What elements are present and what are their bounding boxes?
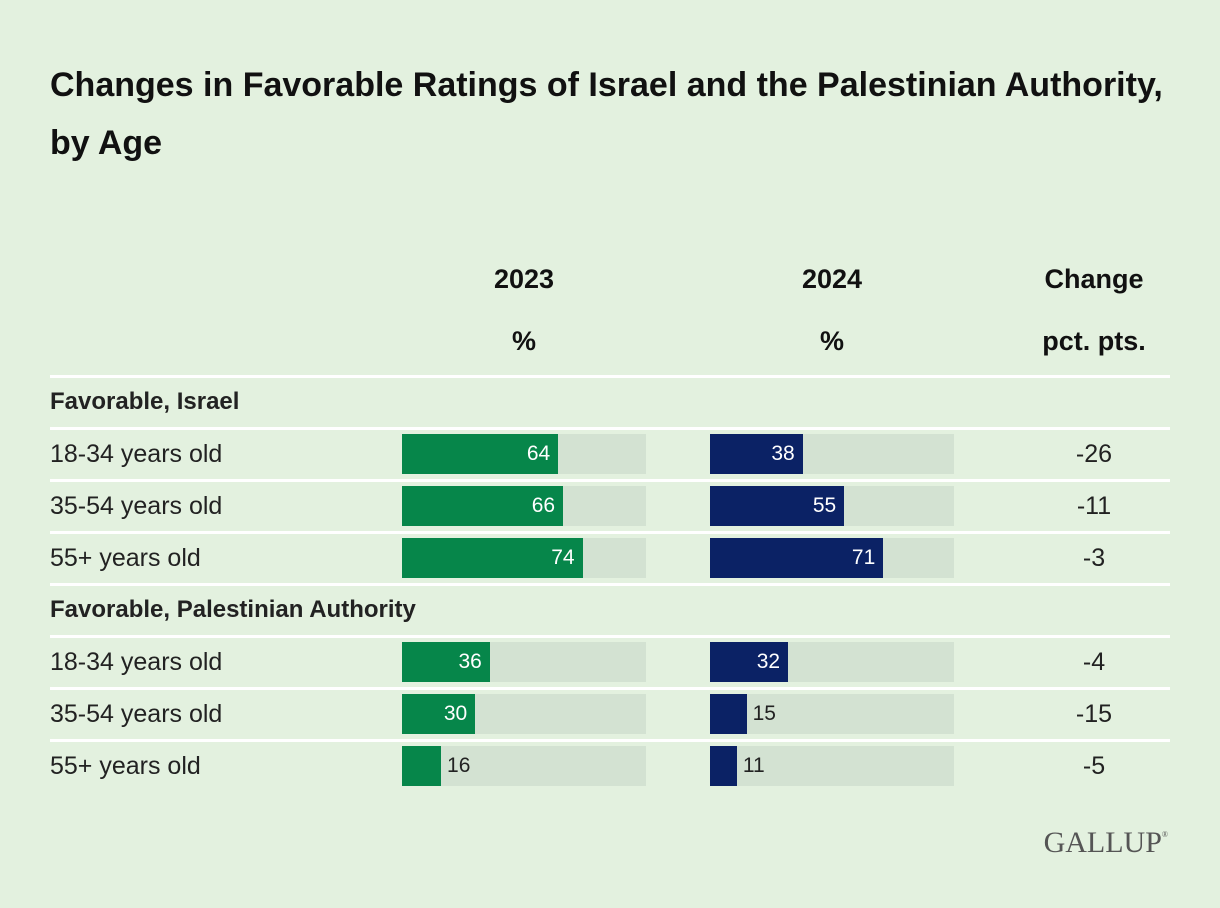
change-value: -26 [1075,440,1113,468]
bar-2023 [402,746,442,786]
header-change-unit: pct. pts. [1042,326,1146,356]
bar-2023-track: 16 [402,746,646,786]
section-heading: Favorable, Israel [50,388,240,415]
bar-2023-label: 30 [443,702,468,725]
bar-2024 [710,694,747,734]
header-2024: 2024 [801,264,863,294]
bar-2024 [710,538,884,578]
row-label: 18-34 years old [50,440,223,468]
row-separator [50,583,1170,586]
bar-2023-label: 66 [531,494,556,517]
bar-2023-track: 74 [402,538,646,578]
row-label: 55+ years old [50,752,201,780]
bar-2024 [710,434,803,474]
bar-2023-label: 74 [551,546,575,569]
bar-2023-track: 30 [402,694,646,734]
logo-registered-mark: ® [1161,830,1168,839]
row-label: 18-34 years old [50,648,223,676]
header-2024-unit: % [819,326,844,356]
bar-2024-track: 55 [710,486,954,526]
bar-2024-track: 15 [710,694,954,734]
change-value: -4 [1082,648,1106,676]
bar-2024-label: 38 [771,442,795,465]
chart-title: Changes in Favorable Ratings of Israel a… [50,66,1163,162]
bar-2024-label: 32 [756,650,781,673]
gallup-logo: GALLUP® [1044,826,1168,860]
bar-2024 [710,746,737,786]
header-change: Change [1044,264,1144,294]
row-separator [50,375,1170,378]
row-label: 35-54 years old [50,700,223,728]
bar-2024-track: 38 [710,434,954,474]
row-separator [50,531,1170,534]
logo-text: GALLUP [1043,826,1162,859]
row-label: 35-54 years old [50,492,223,520]
row-label: 55+ years old [50,544,201,572]
bar-2023 [402,434,559,474]
header-2023: 2023 [493,264,555,294]
change-value: -15 [1075,700,1113,728]
bar-2024-track: 71 [710,538,954,578]
row-separator [50,687,1170,690]
bar-2023-track: 36 [402,642,646,682]
bar-2024-label: 11 [742,754,765,777]
change-value: -3 [1082,544,1106,572]
bar-2023 [402,538,583,578]
bar-2024-track: 32 [710,642,954,682]
bar-2023-label: 36 [458,650,482,673]
row-separator [50,427,1170,430]
bar-2023-track: 64 [402,434,646,474]
change-value: -5 [1082,752,1106,780]
bar-2024-track: 11 [710,746,954,786]
header-2023-unit: % [511,326,536,356]
row-separator [50,739,1170,742]
bar-2024-label: 55 [812,494,837,517]
bar-2023 [402,694,476,734]
bar-2023-track: 66 [402,486,646,526]
change-value: -11 [1076,492,1112,520]
row-separator [50,635,1170,638]
bar-2023 [402,642,490,682]
bar-2023-label: 64 [526,442,551,465]
bar-2024 [710,642,789,682]
row-separator [50,479,1170,482]
bar-2023 [402,486,564,526]
bar-2024-label: 15 [752,702,776,725]
bar-2023-label: 16 [447,754,471,777]
bar-2024-label: 71 [851,546,876,569]
section-heading: Favorable, Palestinian Authority [50,596,416,623]
bar-2024 [710,486,845,526]
